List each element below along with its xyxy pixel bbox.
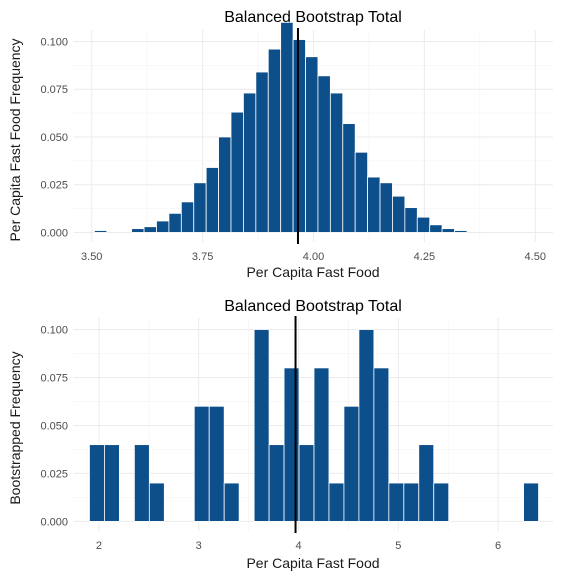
y-tick-label: 0.000 <box>40 516 68 528</box>
histogram-bar <box>89 444 105 522</box>
histogram-bar <box>454 230 468 233</box>
histogram-bar <box>373 367 390 522</box>
histogram-bar <box>441 228 455 233</box>
top-plot-area: 3.50 3.75 4.00 4.25 4.50 0.000 0.025 0.050 0.075… <box>40 21 553 263</box>
histogram-bar <box>305 56 319 233</box>
histogram-bar <box>223 482 240 522</box>
histogram-bar <box>317 75 331 233</box>
top-chart-title: Balanced Bootstrap Total <box>224 9 402 26</box>
histogram-bar <box>292 39 306 233</box>
y-tick-label: 0.075 <box>40 84 68 96</box>
histogram-bar <box>343 405 360 522</box>
histogram-bar <box>267 48 282 233</box>
top-histogram-panel: Balanced Bootstrap Total 3.50 3.75 4.00 4.2… <box>7 9 553 280</box>
y-tick-label: 0.025 <box>40 468 68 480</box>
histogram-bar <box>243 92 257 233</box>
bottom-plot-area: 2 3 4 5 6 0.000 0.025 0.050 0.075 0.100 <box>40 316 553 552</box>
x-tick-label: 6 <box>495 540 501 552</box>
histogram-bar <box>280 21 294 233</box>
histogram-bar <box>429 224 443 233</box>
y-tick-label: 0.100 <box>40 325 68 337</box>
histogram-bar <box>358 329 375 522</box>
histogram-bar <box>168 212 182 233</box>
histogram-bar <box>416 216 431 233</box>
histogram-bar <box>193 405 210 522</box>
histogram-bar <box>523 482 539 522</box>
histogram-bar <box>404 207 418 233</box>
top-y-axis-label: Per Capita Fast Food Frequency <box>7 38 23 241</box>
histogram-bar <box>433 482 450 522</box>
y-tick-label: 0.000 <box>40 227 68 239</box>
histogram-bar <box>403 482 420 522</box>
x-tick-label: 3.50 <box>81 251 102 263</box>
histogram-bar <box>392 195 406 233</box>
histogram-bar <box>329 92 344 233</box>
x-tick-label: 5 <box>395 540 401 552</box>
histogram-bar <box>180 201 195 233</box>
x-tick-label: 4.00 <box>303 251 324 263</box>
histogram-bar <box>418 444 435 522</box>
histogram-bar <box>342 123 356 233</box>
histogram-bar <box>218 136 232 233</box>
histogram-bar <box>255 71 269 233</box>
y-tick-label: 0.075 <box>40 372 68 384</box>
histogram-bar <box>388 482 405 522</box>
y-tick-label: 0.050 <box>40 132 68 144</box>
top-x-axis-label: Per Capita Fast Food <box>246 264 379 280</box>
histogram-bar <box>354 151 369 233</box>
y-tick-label: 0.100 <box>40 36 68 48</box>
histogram-bar <box>298 444 315 522</box>
histogram-bar <box>156 220 170 233</box>
histogram-bar <box>328 482 345 522</box>
histogram-bar <box>367 176 381 233</box>
histogram-bar <box>208 405 225 522</box>
y-tick-label: 0.050 <box>40 420 68 432</box>
histogram-bar <box>94 230 108 233</box>
bottom-x-axis-label: Per Capita Fast Food <box>246 555 379 571</box>
bottom-chart-title: Balanced Bootstrap Total <box>224 298 402 315</box>
histogram-bar <box>379 182 393 233</box>
histogram-bar <box>313 367 330 522</box>
histogram-bar <box>283 367 300 522</box>
bottom-y-axis-label: Bootstrapped Frequency <box>7 351 23 504</box>
histogram-bar <box>230 111 244 233</box>
x-tick-label: 3 <box>196 540 202 552</box>
histogram-bar <box>148 482 165 522</box>
histogram-bar <box>253 329 270 522</box>
y-tick-label: 0.025 <box>40 180 68 192</box>
histogram-bar <box>104 444 120 522</box>
histogram-bar <box>131 228 145 233</box>
x-tick-label: 2 <box>96 540 102 552</box>
histogram-bar <box>133 444 150 522</box>
x-tick-label: 4 <box>295 540 301 552</box>
histogram-bar <box>268 444 285 522</box>
x-tick-label: 3.75 <box>192 251 213 263</box>
bottom-histogram-panel: Balanced Bootstrap Total 2 3 4 5 6 0.000 0.025… <box>7 298 553 571</box>
x-tick-label: 4.25 <box>414 251 435 263</box>
histogram-bar <box>143 226 157 233</box>
histogram-bar <box>193 182 207 233</box>
histogram-bar <box>205 167 219 233</box>
x-tick-label: 4.50 <box>525 251 546 263</box>
